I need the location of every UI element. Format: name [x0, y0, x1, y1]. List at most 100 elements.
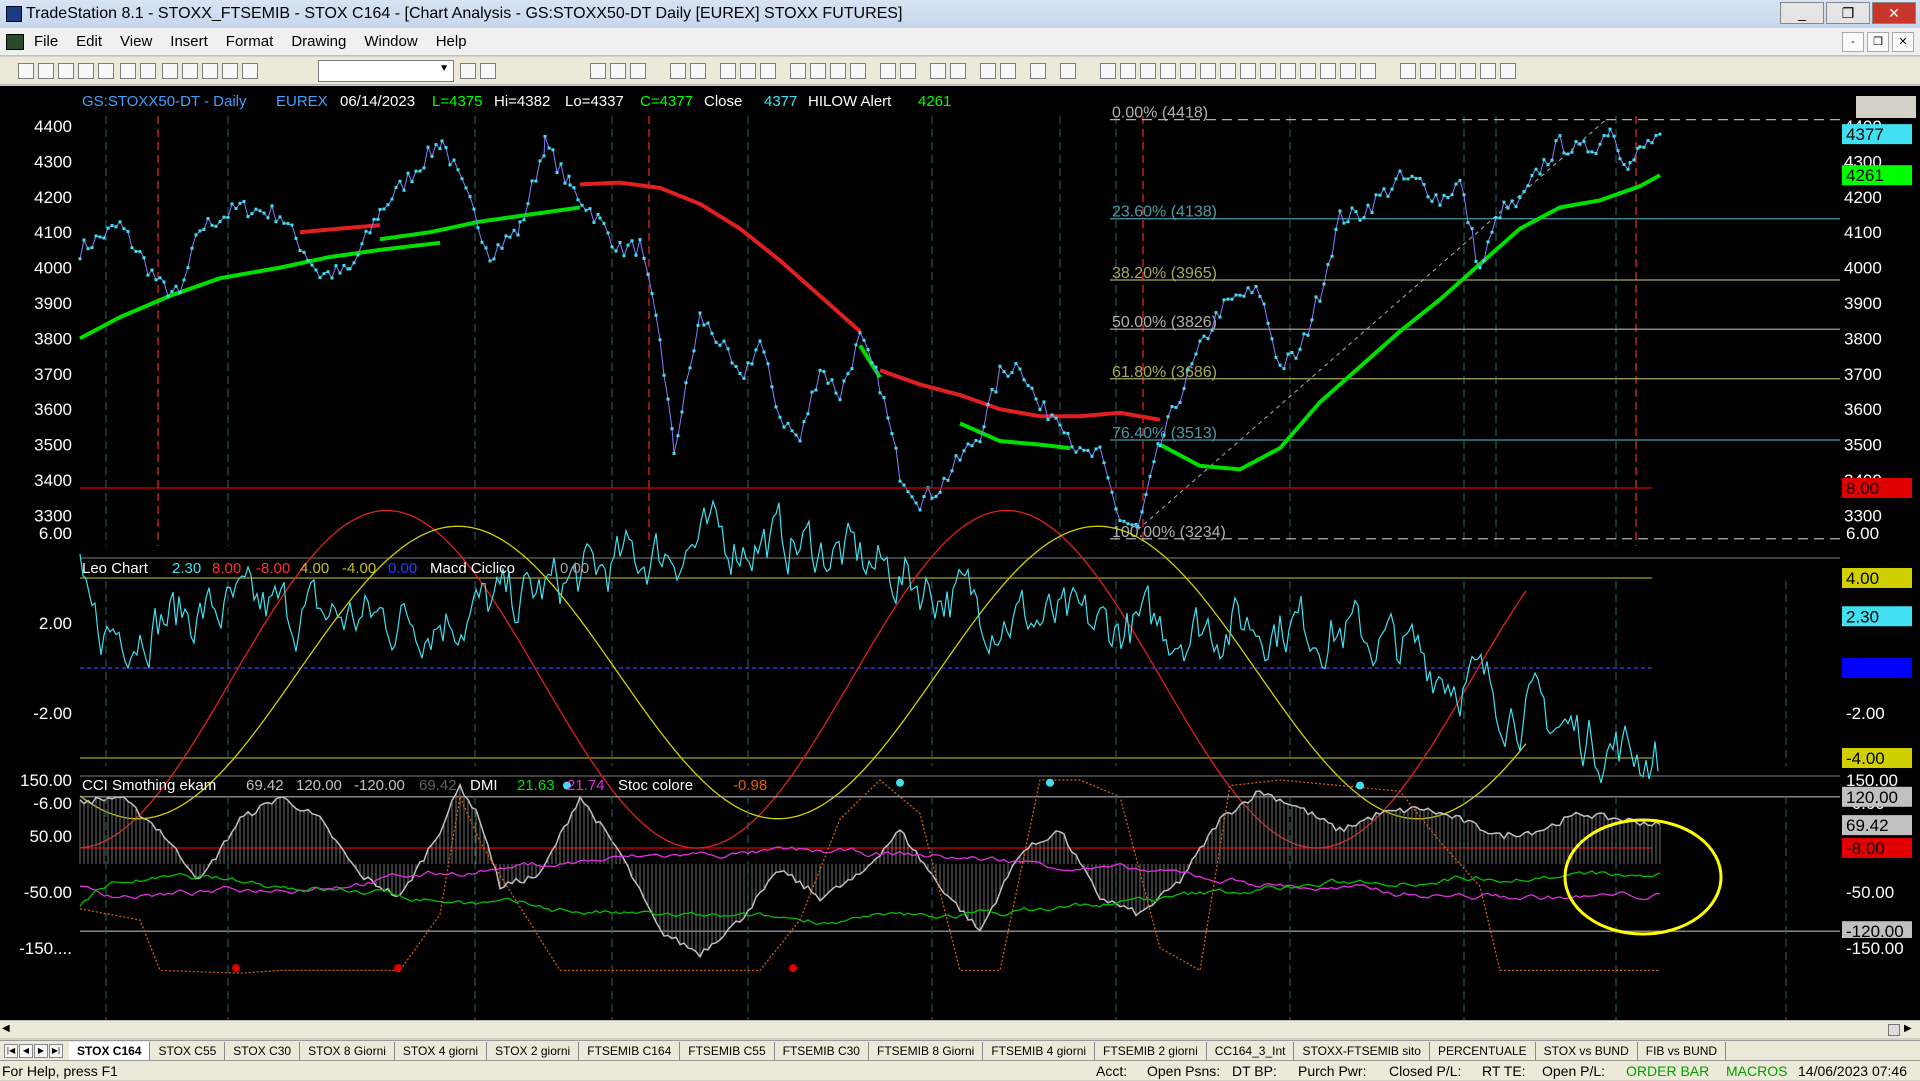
menu-window[interactable]: Window: [364, 33, 418, 50]
sheet-tab-ftsemib-4-giorni[interactable]: FTSEMIB 4 giorni: [983, 1041, 1096, 1060]
zoom-in-icon[interactable]: [930, 63, 946, 79]
workspace-open-icon[interactable]: [98, 63, 114, 79]
sheet-tab-stox-4-giorni[interactable]: STOX 4 giorni: [395, 1041, 488, 1060]
scroll-right-arrow-icon[interactable]: ▶: [1904, 1023, 1912, 1034]
sheet-tab-stox-c30[interactable]: STOX C30: [225, 1041, 301, 1060]
symbol-combo[interactable]: ▼: [318, 60, 454, 82]
text-icon[interactable]: [1500, 63, 1516, 79]
indicator-icon[interactable]: [670, 63, 686, 79]
strategy-icon[interactable]: [690, 63, 706, 79]
sheet-tab-ftsemib-c30[interactable]: FTSEMIB C30: [775, 1041, 869, 1060]
tools-icon[interactable]: [1030, 63, 1046, 79]
menu-help[interactable]: Help: [435, 33, 467, 50]
chart-canvas[interactable]: 0.00% (4418) 23.60% (4138) 38.20% (3965) 50…: [0, 86, 1920, 1031]
gann-fan-icon[interactable]: [1220, 63, 1236, 79]
alert-icon[interactable]: [1060, 63, 1076, 79]
pointer-icon[interactable]: [980, 63, 996, 79]
channel-icon[interactable]: [1180, 63, 1196, 79]
sheet-tab-percentuale[interactable]: PERCENTUALE: [1430, 1041, 1536, 1060]
andrews-pitchfork-icon[interactable]: [1200, 63, 1216, 79]
menu-view[interactable]: View: [120, 33, 153, 50]
matrix-icon[interactable]: [610, 63, 626, 79]
sheet-tab-stox-c55[interactable]: STOX C55: [150, 1041, 226, 1060]
lock-icon[interactable]: [202, 63, 218, 79]
mdi-restore-button[interactable]: ❐: [1867, 32, 1889, 52]
menu-file[interactable]: File: [34, 33, 59, 50]
sheet-tab-ftsemib-2-giorni[interactable]: FTSEMIB 2 giorni: [1095, 1041, 1207, 1060]
scroll-left-arrow-icon[interactable]: ◀: [2, 1023, 10, 1034]
workspace-icon[interactable]: [78, 63, 94, 79]
sheet-tab-ftsemib-8-giorni[interactable]: FTSEMIB 8 Giorni: [869, 1041, 984, 1060]
format-icon[interactable]: [720, 63, 736, 79]
vertical-line-icon[interactable]: [1140, 63, 1156, 79]
last-sheet-icon[interactable]: ▶|: [49, 1043, 63, 1058]
arrow-up-icon[interactable]: [1440, 63, 1456, 79]
scroll-thumb[interactable]: [1888, 1024, 1900, 1036]
horizontal-scrollbar[interactable]: ◀ ▶: [0, 1020, 1920, 1038]
minimize-button[interactable]: _: [1780, 2, 1824, 24]
prev-sheet-icon[interactable]: ◀: [19, 1043, 33, 1058]
radarscreen-icon[interactable]: [630, 63, 646, 79]
refresh-icon[interactable]: [760, 63, 776, 79]
mdi-minimize-button[interactable]: -: [1842, 32, 1864, 52]
speed-line-icon[interactable]: [1280, 63, 1296, 79]
menu-drawing[interactable]: Drawing: [291, 33, 347, 50]
bar-chart-icon[interactable]: [810, 63, 826, 79]
rectangle-icon[interactable]: [1480, 63, 1496, 79]
scroll-left-icon[interactable]: [880, 63, 896, 79]
print-icon[interactable]: [140, 63, 156, 79]
sheet-tab-stox-8-giorni[interactable]: STOX 8 Giorni: [300, 1041, 395, 1060]
sheet-tab-fib-vs-bund[interactable]: FIB vs BUND: [1638, 1041, 1727, 1060]
link-icon[interactable]: [222, 63, 238, 79]
line-chart-icon[interactable]: [850, 63, 866, 79]
new-window-icon[interactable]: [58, 63, 74, 79]
save-icon[interactable]: [120, 63, 136, 79]
bar-interval-icon[interactable]: [740, 63, 756, 79]
mdi-close-button[interactable]: ✕: [1892, 32, 1914, 52]
sheet-tab-cc164-3-int[interactable]: CC164_3_Int: [1207, 1041, 1295, 1060]
menu-edit[interactable]: Edit: [76, 33, 103, 50]
new-icon[interactable]: [18, 63, 34, 79]
scroll-right-icon[interactable]: [900, 63, 916, 79]
trendline-icon[interactable]: [1100, 63, 1116, 79]
paste-icon[interactable]: [182, 63, 198, 79]
gallery-icon[interactable]: [242, 63, 258, 79]
chart-icon[interactable]: [590, 63, 606, 79]
status-macros[interactable]: MACROS: [1726, 1063, 1788, 1079]
zoom-out-icon[interactable]: [950, 63, 966, 79]
candle-icon[interactable]: [830, 63, 846, 79]
crosshair-icon[interactable]: [1000, 63, 1016, 79]
search-icon[interactable]: [480, 63, 496, 79]
open-icon[interactable]: [38, 63, 54, 79]
cycle-icon[interactable]: [1320, 63, 1336, 79]
regression-icon[interactable]: [1240, 63, 1256, 79]
triangle-icon[interactable]: [1340, 63, 1356, 79]
first-sheet-icon[interactable]: |◀: [4, 1043, 18, 1058]
status-order-bar[interactable]: ORDER BAR: [1626, 1063, 1710, 1079]
curve-icon[interactable]: [1400, 63, 1416, 79]
sheet-tab-stox-vs-bund[interactable]: STOX vs BUND: [1536, 1041, 1638, 1060]
time-zone-icon[interactable]: [1300, 63, 1316, 79]
sheet-tab-stox-c164[interactable]: STOX C164: [69, 1041, 151, 1060]
arrow-right-icon[interactable]: [460, 63, 476, 79]
menu-insert[interactable]: Insert: [170, 33, 208, 50]
data-window-icon[interactable]: [790, 63, 806, 79]
sheet-tab-stoxx-ftsemib-sito[interactable]: STOXX-FTSEMIB sito: [1294, 1041, 1430, 1060]
close-button[interactable]: ✕: [1872, 2, 1916, 24]
fibonacci-icon[interactable]: [1160, 63, 1176, 79]
arc-icon[interactable]: [1260, 63, 1276, 79]
menu-format[interactable]: Format: [225, 33, 274, 50]
copy-icon[interactable]: [162, 63, 178, 79]
document-icon[interactable]: [6, 34, 24, 50]
sheet-tab-ftsemib-c55[interactable]: FTSEMIB C55: [680, 1041, 775, 1060]
ellipse-icon[interactable]: [1460, 63, 1476, 79]
sheet-tab-stox-2-giorni[interactable]: STOX 2 giorni: [487, 1041, 580, 1060]
chart-window[interactable]: 0.00% (4418) 23.60% (4138) 38.20% (3965) 50…: [0, 86, 1920, 1031]
maximize-button[interactable]: ❐: [1826, 2, 1870, 24]
horizontal-line-icon[interactable]: [1120, 63, 1136, 79]
pencil-icon[interactable]: [1360, 63, 1376, 79]
sheet-tab-ftsemib-c164[interactable]: FTSEMIB C164: [579, 1041, 681, 1060]
next-sheet-icon[interactable]: ▶: [34, 1043, 48, 1058]
arrow-down-icon[interactable]: [1420, 63, 1436, 79]
